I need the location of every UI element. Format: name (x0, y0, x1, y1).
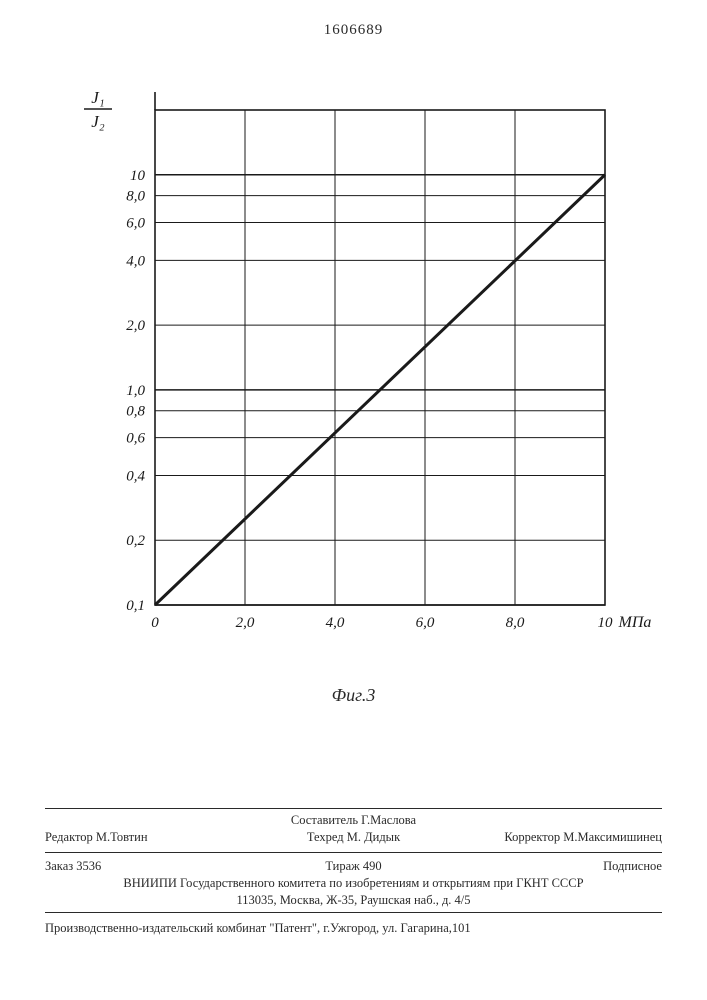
compiler-line: Составитель Г.Маслова (45, 812, 662, 829)
order-row: Заказ 3536 Тираж 490 Подписное (45, 858, 662, 875)
svg-text:4,0: 4,0 (126, 253, 145, 269)
footer-printer: Производственно-издательский комбинат "П… (45, 920, 662, 937)
svg-text:2,0: 2,0 (126, 318, 145, 334)
svg-text:0,8: 0,8 (126, 404, 145, 420)
editor-row: Редактор М.Товтин Техред М. Дидык Коррек… (45, 829, 662, 846)
printer-line: Производственно-издательский комбинат "П… (45, 920, 662, 937)
svg-text:4,0: 4,0 (326, 615, 345, 631)
svg-text:0,6: 0,6 (126, 431, 145, 447)
svg-text:0: 0 (151, 615, 159, 631)
footer-order: Заказ 3536 Тираж 490 Подписное ВНИИПИ Го… (45, 858, 662, 909)
svg-text:J₂: J₂ (91, 112, 105, 131)
circulation-label: Тираж 490 (255, 858, 451, 875)
svg-text:0,2: 0,2 (126, 533, 145, 549)
institute-line1: ВНИИПИ Государственного комитета по изоб… (45, 875, 662, 892)
corrector-label: Корректор М.Максимишинец (466, 829, 662, 846)
svg-text:8,0: 8,0 (126, 189, 145, 205)
divider (45, 852, 662, 853)
page: 1606689 0,1 0,2 0,4 0,6 0,8 1,0 2,0 4,0 6,0 8,0 10… (0, 0, 707, 1000)
svg-text:2,0: 2,0 (236, 615, 255, 631)
svg-text:10: 10 (130, 168, 146, 184)
divider (45, 912, 662, 913)
svg-text:8,0: 8,0 (506, 615, 525, 631)
divider (45, 808, 662, 809)
svg-text:J₁: J₁ (91, 88, 104, 107)
svg-text:1,0: 1,0 (126, 383, 145, 399)
svg-text:10: 10 (598, 615, 614, 631)
svg-text:0,4: 0,4 (126, 468, 145, 484)
svg-text:6,0: 6,0 (416, 615, 435, 631)
subscription-label: Подписное (466, 858, 662, 875)
institute-line2: 113035, Москва, Ж-35, Раушская наб., д. … (45, 892, 662, 909)
svg-text:МПа: МПа (618, 614, 652, 631)
editor-label: Редактор М.Товтин (45, 829, 241, 846)
svg-text:0,1: 0,1 (126, 598, 145, 614)
techred-label: Техред М. Дидык (255, 829, 451, 846)
footer-credits: Составитель Г.Маслова Редактор М.Товтин … (45, 812, 662, 846)
figure-caption: Фиг.3 (0, 685, 707, 706)
order-label: Заказ 3536 (45, 858, 241, 875)
document-number: 1606689 (0, 22, 707, 39)
chart-svg: 0,1 0,2 0,4 0,6 0,8 1,0 2,0 4,0 6,0 8,0 10 0 2,0 4,0 6… (60, 85, 660, 685)
chart: 0,1 0,2 0,4 0,6 0,8 1,0 2,0 4,0 6,0 8,0 10 0 2,0 4,0 6… (60, 85, 660, 665)
svg-text:6,0: 6,0 (126, 215, 145, 231)
